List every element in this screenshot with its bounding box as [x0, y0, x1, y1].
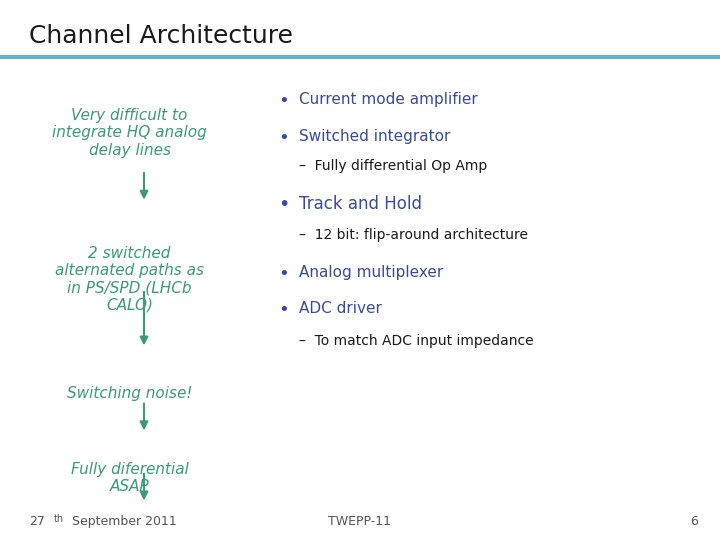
Text: Track and Hold: Track and Hold	[299, 195, 422, 213]
Text: ADC driver: ADC driver	[299, 301, 382, 316]
Text: TWEPP-11: TWEPP-11	[328, 515, 392, 528]
Text: Very difficult to
integrate HQ analog
delay lines: Very difficult to integrate HQ analog de…	[53, 108, 207, 158]
Text: •: •	[279, 92, 289, 110]
Text: Fully diferential
ASAP: Fully diferential ASAP	[71, 462, 189, 494]
Text: Switching noise!: Switching noise!	[67, 386, 192, 401]
Text: –  Fully differential Op Amp: – Fully differential Op Amp	[299, 159, 487, 173]
Text: •: •	[279, 301, 289, 319]
Text: Analog multiplexer: Analog multiplexer	[299, 265, 443, 280]
Text: 2 switched
alternated paths as
in PS/SPD (LHCb
CALO): 2 switched alternated paths as in PS/SPD…	[55, 246, 204, 313]
Text: Current mode amplifier: Current mode amplifier	[299, 92, 477, 107]
Text: •: •	[279, 129, 289, 146]
Text: Channel Architecture: Channel Architecture	[29, 24, 293, 48]
Text: –  12 bit: flip-around architecture: – 12 bit: flip-around architecture	[299, 228, 528, 242]
Text: •: •	[279, 265, 289, 282]
Text: September 2011: September 2011	[68, 515, 176, 528]
Text: th: th	[54, 514, 64, 524]
Text: 27: 27	[29, 515, 45, 528]
Text: –  To match ADC input impedance: – To match ADC input impedance	[299, 334, 534, 348]
Text: •: •	[278, 195, 289, 214]
Text: 6: 6	[690, 515, 698, 528]
Text: Switched integrator: Switched integrator	[299, 129, 450, 144]
